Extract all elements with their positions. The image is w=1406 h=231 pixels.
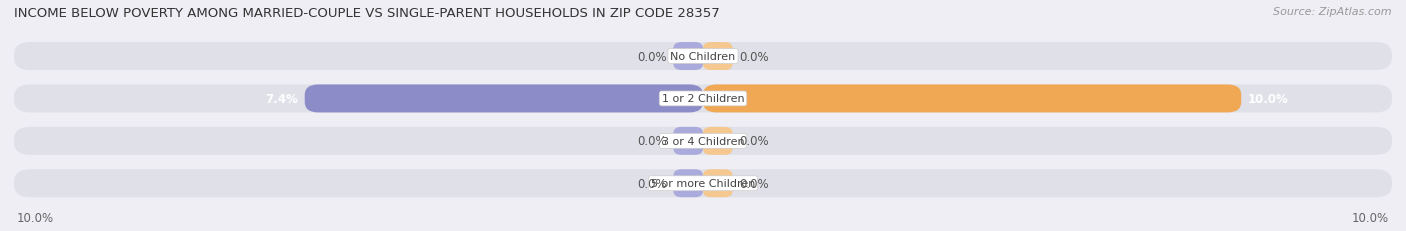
FancyBboxPatch shape [673,170,703,198]
Text: 0.0%: 0.0% [637,50,666,63]
Text: 0.0%: 0.0% [637,177,666,190]
Text: INCOME BELOW POVERTY AMONG MARRIED-COUPLE VS SINGLE-PARENT HOUSEHOLDS IN ZIP COD: INCOME BELOW POVERTY AMONG MARRIED-COUPL… [14,7,720,20]
Text: 0.0%: 0.0% [637,135,666,148]
Text: 0.0%: 0.0% [740,135,769,148]
FancyBboxPatch shape [703,127,733,155]
FancyBboxPatch shape [14,127,1392,155]
FancyBboxPatch shape [14,85,1392,113]
Text: 1 or 2 Children: 1 or 2 Children [662,94,744,104]
Text: Source: ZipAtlas.com: Source: ZipAtlas.com [1274,7,1392,17]
FancyBboxPatch shape [305,85,703,113]
FancyBboxPatch shape [703,85,1241,113]
Text: 3 or 4 Children: 3 or 4 Children [662,136,744,146]
Text: 10.0%: 10.0% [1353,211,1389,224]
FancyBboxPatch shape [703,43,733,71]
Text: 0.0%: 0.0% [740,177,769,190]
FancyBboxPatch shape [673,127,703,155]
Text: 0.0%: 0.0% [740,50,769,63]
Text: 5 or more Children: 5 or more Children [651,179,755,188]
FancyBboxPatch shape [14,43,1392,71]
Text: 7.4%: 7.4% [266,93,298,106]
Text: No Children: No Children [671,52,735,62]
FancyBboxPatch shape [14,170,1392,198]
Text: 10.0%: 10.0% [1247,93,1288,106]
FancyBboxPatch shape [673,43,703,71]
FancyBboxPatch shape [703,170,733,198]
Text: 10.0%: 10.0% [17,211,53,224]
